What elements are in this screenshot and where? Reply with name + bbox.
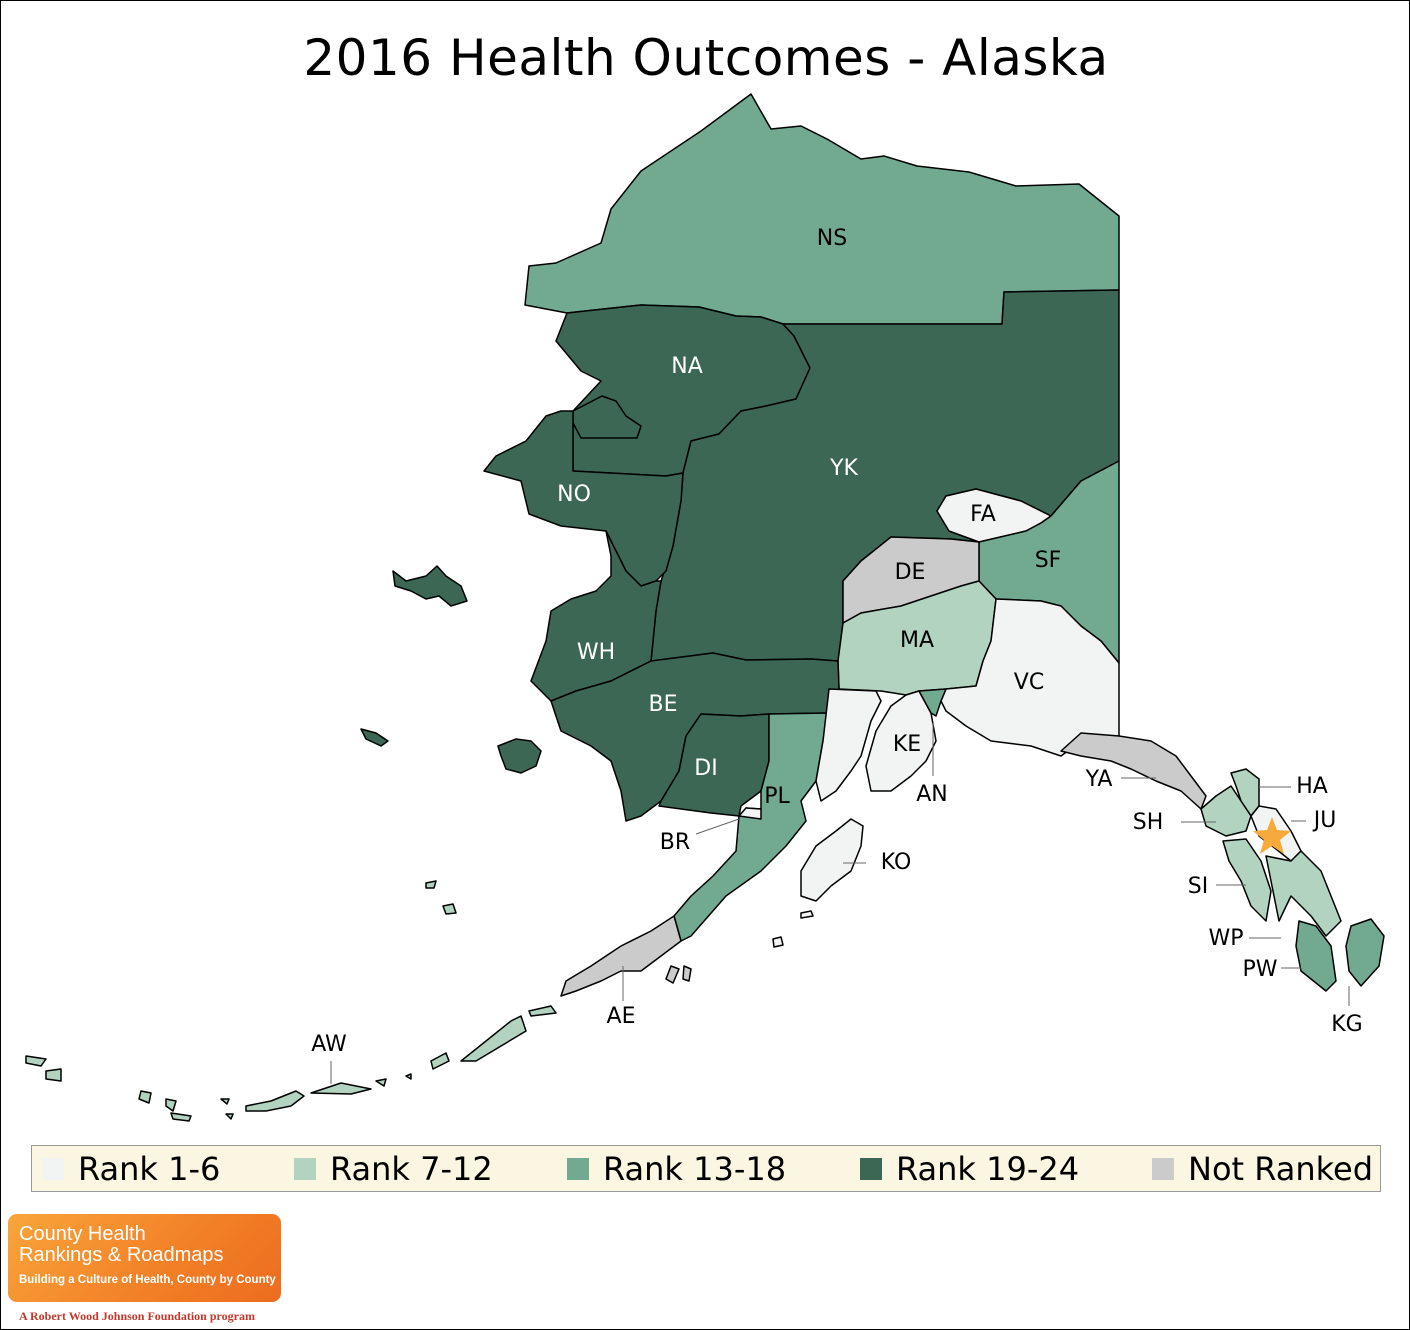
region-AE[interactable] <box>560 915 692 997</box>
label-VC: VC <box>1014 670 1044 695</box>
capital-star-icon <box>1253 817 1291 854</box>
legend-swatch <box>567 1158 589 1180</box>
label-AW: AW <box>311 1032 347 1057</box>
legend-label: Rank 1-6 <box>78 1150 221 1188</box>
label-WH: WH <box>577 640 615 665</box>
region-KO-chirikof[interactable] <box>772 936 784 948</box>
label-MA: MA <box>900 628 934 653</box>
label-SH: SH <box>1133 810 1164 835</box>
legend-swatch <box>42 1158 64 1180</box>
region-AW-pribilof-2[interactable] <box>442 903 457 915</box>
label-WP: WP <box>1208 926 1243 951</box>
region-AW[interactable] <box>25 1005 557 1122</box>
chrr-logo[interactable]: County Health Rankings & Roadmaps Buildi… <box>8 1214 281 1302</box>
legend-label: Rank 13-18 <box>603 1150 787 1188</box>
legend-swatch <box>860 1158 882 1180</box>
label-NA: NA <box>671 354 703 379</box>
region-WP[interactable] <box>1265 850 1342 937</box>
region-NO-island[interactable] <box>392 565 468 607</box>
alaska-map: NS NA YK NO FA SF DE MA VC WH BE DI PL B… <box>25 93 1385 1122</box>
legend-item-rank-19-24: Rank 19-24 <box>860 1150 1080 1188</box>
label-KO: KO <box>881 850 912 875</box>
label-BE: BE <box>649 692 678 717</box>
region-KO-islet[interactable] <box>800 910 814 919</box>
label-FA: FA <box>970 502 996 527</box>
label-NO: NO <box>557 482 591 507</box>
label-KG: KG <box>1331 1012 1362 1037</box>
label-KE: KE <box>893 732 921 757</box>
label-PW: PW <box>1242 957 1277 982</box>
region-AW-pribilof-1[interactable] <box>425 880 437 889</box>
region-YA[interactable] <box>1060 732 1207 810</box>
region-PW[interactable] <box>1295 920 1337 992</box>
label-YA: YA <box>1085 767 1113 792</box>
legend-label: Rank 7-12 <box>330 1150 493 1188</box>
legend: Rank 1-6 Rank 7-12 Rank 13-18 Rank 19-24… <box>31 1145 1381 1192</box>
label-SI: SI <box>1188 874 1208 899</box>
label-YK: YK <box>829 456 858 481</box>
legend-item-rank-7-12: Rank 7-12 <box>294 1150 493 1188</box>
legend-swatch <box>294 1158 316 1180</box>
logo-line-1: County Health <box>19 1223 146 1245</box>
legend-label: Rank 19-24 <box>896 1150 1080 1188</box>
label-PL: PL <box>764 784 790 809</box>
legend-item-not-ranked: Not Ranked <box>1152 1150 1374 1188</box>
label-DE: DE <box>895 560 926 585</box>
region-SI[interactable] <box>1222 838 1272 922</box>
rwjf-program-credit: A Robert Wood Johnson Foundation program <box>19 1309 255 1323</box>
legend-item-rank-13-18: Rank 13-18 <box>567 1150 787 1188</box>
label-HA: HA <box>1296 774 1328 799</box>
region-BE-nunivak[interactable] <box>497 738 542 774</box>
logo-tagline: Building a Culture of Health, County by … <box>19 1274 276 1286</box>
label-AE: AE <box>607 1004 636 1029</box>
legend-label: Not Ranked <box>1188 1150 1374 1188</box>
legend-swatch <box>1152 1158 1174 1180</box>
label-JU: JU <box>1312 808 1337 833</box>
region-BR[interactable] <box>738 807 762 820</box>
region-KO[interactable] <box>800 818 864 902</box>
label-SF: SF <box>1035 548 1062 573</box>
legend-item-rank-1-6: Rank 1-6 <box>42 1150 221 1188</box>
logo-line-2: Rankings & Roadmaps <box>19 1244 224 1266</box>
label-NS: NS <box>817 226 847 251</box>
map-title: 2016 Health Outcomes - Alaska <box>303 29 1109 87</box>
label-DI: DI <box>694 756 717 781</box>
region-KG[interactable] <box>1345 918 1385 987</box>
region-BE-islet[interactable] <box>360 728 389 747</box>
label-BR: BR <box>660 830 690 855</box>
region-VC[interactable] <box>940 598 1120 757</box>
region-AN[interactable] <box>918 688 947 717</box>
region-NS[interactable] <box>524 93 1120 325</box>
leader-br <box>695 818 740 835</box>
label-AN: AN <box>916 782 948 807</box>
